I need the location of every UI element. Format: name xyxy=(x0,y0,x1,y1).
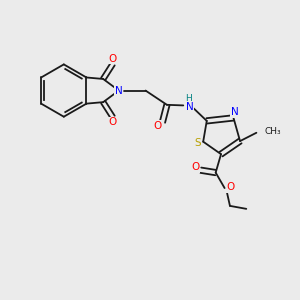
Text: O: O xyxy=(191,162,200,172)
Text: S: S xyxy=(194,138,201,148)
Text: O: O xyxy=(109,117,117,128)
Text: O: O xyxy=(109,54,117,64)
Text: N: N xyxy=(115,85,123,96)
Text: O: O xyxy=(226,182,235,192)
Text: CH₃: CH₃ xyxy=(265,127,281,136)
Text: N: N xyxy=(186,102,194,112)
Text: H: H xyxy=(185,94,192,103)
Text: N: N xyxy=(231,107,239,117)
Text: O: O xyxy=(153,121,161,130)
